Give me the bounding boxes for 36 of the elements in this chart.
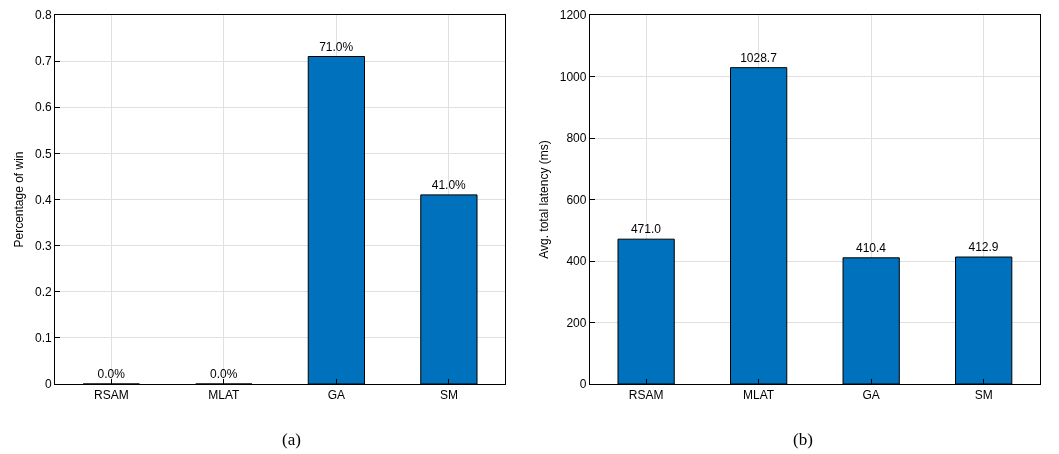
y-tick-label: 400 [566,254,587,269]
y-tick-label: 600 [566,192,587,207]
data-label: 0.0% [210,367,238,381]
x-tick-label: SM [439,388,458,403]
y-tick-label: 0.8 [34,8,52,23]
data-label: 410.4 [855,240,887,255]
x-tick-label: GA [327,388,346,403]
y-tick-label: 0.4 [34,192,52,207]
data-label: 71.0% [319,39,354,54]
y-tick-label: 0 [44,377,52,392]
y-tick-label: 0.5 [34,146,52,161]
x-tick-label: RSAM [628,388,664,403]
y-tick-label: 800 [566,131,587,146]
y-tick-label: 0.7 [34,54,52,69]
y-tick-label: 1000 [559,69,587,84]
data-label: 41.0% [431,177,467,192]
y-tick-label: 1200 [559,8,587,23]
y-tick-label: 0.1 [34,331,52,346]
y-axis-title: Avg. total latency (ms) [537,140,552,259]
x-tick-label: RSAM [93,388,129,403]
x-tick-label: MLAT [743,388,775,403]
x-tick-label: GA [862,388,880,403]
data-label: 0.0% [97,367,126,381]
data-label: 412.9 [968,240,999,255]
y-tick-label: 200 [566,315,587,330]
x-tick-label: SM [974,388,993,403]
data-label: 1028.7 [740,50,778,65]
y-tick-label: 0 [579,377,587,392]
y-tick-label: 0.3 [34,238,52,253]
text: (a) [282,430,301,449]
x-tick-label: MLAT [208,388,241,403]
y-axis-title: Percentage of win [12,151,27,248]
y-tick-label: 0.6 [34,100,52,115]
y-tick-label: 0.2 [34,284,52,299]
text: (b) [793,430,813,449]
data-label: 471.0 [630,222,662,237]
